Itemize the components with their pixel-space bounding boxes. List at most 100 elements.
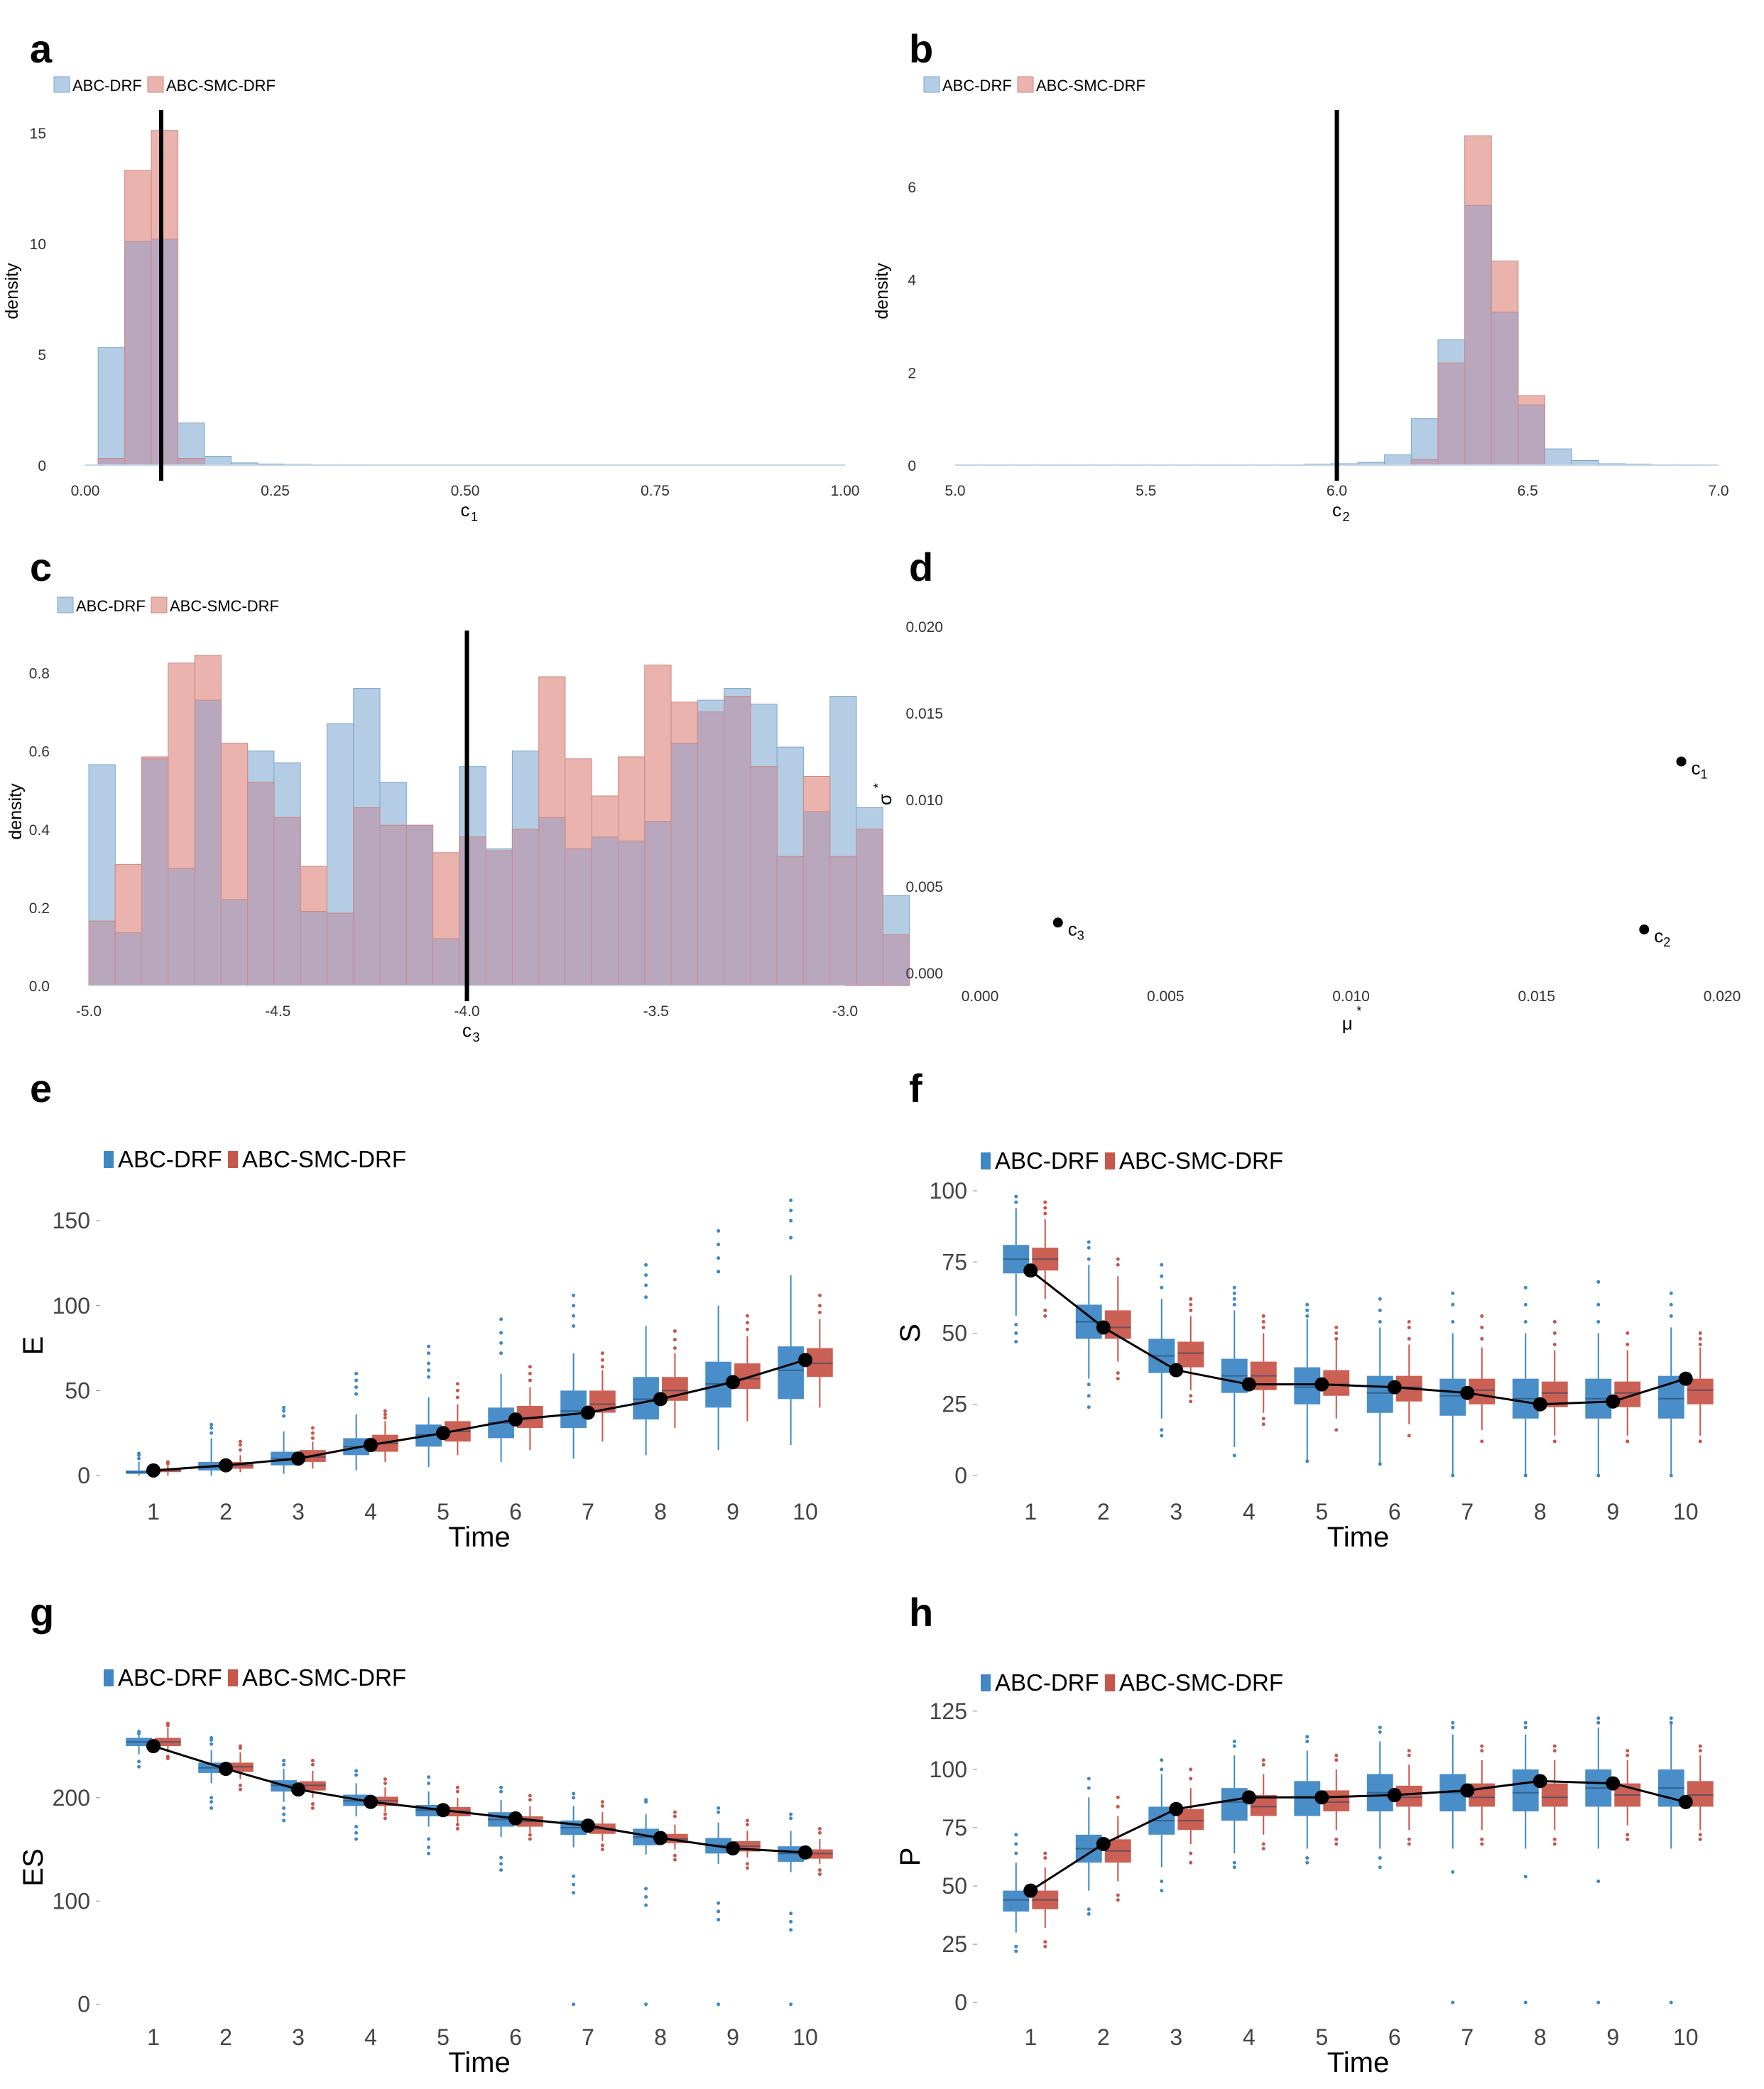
chart-c: ABC-DRF ABC-SMC-DRF -5.0 -4.5 -4.0 -3.5 -3.0 0.… [6, 596, 910, 1044]
bar-overlap [511, 829, 540, 986]
outlier-point [1305, 1735, 1310, 1739]
outlier-point [1378, 1865, 1382, 1870]
outlier-point [789, 1236, 793, 1240]
reference-point [581, 1818, 595, 1833]
bar-abc-drf [1544, 448, 1572, 466]
panel-label-d: d [909, 545, 933, 589]
bar-overlap [405, 824, 434, 986]
outlier-point [1480, 1842, 1484, 1846]
bar-overlap [247, 782, 275, 986]
outlier-point [600, 1843, 604, 1848]
outlier-point [1160, 1434, 1164, 1438]
outlier-point [1043, 1308, 1047, 1312]
bar-overlap [882, 934, 910, 986]
outlier-point [1116, 1893, 1120, 1897]
bar-abc-drf [204, 456, 232, 466]
reference-point [146, 1463, 160, 1478]
outlier-point [1698, 1744, 1702, 1748]
outlier-point [499, 1868, 503, 1872]
bar-overlap [273, 817, 301, 986]
outlier-point [310, 1758, 315, 1762]
y-tick-label: 75 [942, 1249, 967, 1275]
outlier-point [1698, 1837, 1702, 1841]
x-axis-label: c [1332, 499, 1341, 520]
outlier-point [499, 1862, 503, 1866]
outlier-point [310, 1762, 315, 1767]
outlier-point [1334, 1331, 1339, 1335]
reference-point [1241, 1377, 1256, 1392]
outlier-point [1480, 1325, 1484, 1329]
box [1541, 1783, 1568, 1807]
outlier-point [1480, 1314, 1484, 1318]
outlier-point [1334, 1837, 1339, 1841]
y-tick-label: 50 [942, 1873, 967, 1899]
outlier-point [745, 1818, 749, 1823]
legend-swatch-abc-drf [981, 1152, 991, 1169]
outlier-point [1626, 1331, 1630, 1335]
outlier-point [1698, 1749, 1702, 1753]
reference-point [653, 1392, 668, 1407]
outlier-point [644, 1798, 648, 1802]
outlier-point [455, 1826, 459, 1831]
outlier-point [1087, 1786, 1091, 1790]
outlier-point [1552, 1439, 1557, 1444]
outlier-point [310, 1431, 315, 1435]
legend-swatch-abc-drf [53, 76, 70, 93]
reference-point [1169, 1801, 1184, 1816]
x-tick-label: 1 [1024, 2024, 1037, 2050]
outlier-point [1232, 1744, 1236, 1748]
outlier-point [1407, 1837, 1411, 1841]
outlier-point [1596, 1302, 1601, 1307]
outlier-point [455, 1823, 459, 1827]
legend-swatch-abc-smc-drf [1105, 1152, 1115, 1169]
outlier-point [600, 1800, 604, 1804]
outlier-point [1116, 1257, 1120, 1261]
outlier-point [1451, 1870, 1455, 1874]
y-axis-label: P [895, 1848, 926, 1867]
outlier-point [1523, 2000, 1528, 2005]
outlier-point [1523, 1720, 1528, 1725]
outlier-point [1626, 1749, 1630, 1753]
x-tick-label: 5 [1315, 1499, 1328, 1525]
outlier-point [282, 1812, 286, 1816]
reference-point [726, 1375, 740, 1390]
y-tick-label: 0.010 [905, 792, 943, 809]
outlier-point [572, 1324, 576, 1328]
outlier-point [717, 1806, 721, 1810]
outlier-point [644, 1273, 648, 1277]
y-tick-label: 100 [930, 1757, 967, 1782]
x-tick-label: 6 [509, 1499, 522, 1525]
x-tick-label: 2 [1097, 2024, 1110, 2050]
outlier-point [1014, 1944, 1018, 1948]
outlier-point [1334, 1325, 1339, 1329]
x-tick-label: 6.5 [1518, 483, 1538, 499]
y-tick-label: 100 [930, 1178, 967, 1204]
y-tick-label: 5 [38, 347, 46, 364]
outlier-point [1552, 1837, 1557, 1841]
outlier-point [789, 2002, 793, 2007]
outlier-point [1160, 1879, 1164, 1883]
legend-label-abc-drf: ABC-DRF [76, 597, 146, 615]
point-c1 [1676, 756, 1687, 767]
y-axis-label: density [6, 783, 26, 840]
outlier-point [1261, 1847, 1265, 1851]
bar-overlap [776, 856, 804, 986]
reference-point [1314, 1790, 1329, 1805]
panel-label-f: f [909, 1066, 922, 1111]
bar-overlap [141, 758, 169, 986]
y-tick-label: 0.6 [29, 744, 50, 760]
legend-swatch-abc-smc-drf [228, 1669, 238, 1686]
legend-swatch-abc-smc-drf [151, 596, 168, 613]
x-tick-label: -4.0 [454, 1003, 479, 1020]
y-axis-label: E [18, 1336, 49, 1356]
x-tick-label: 4 [364, 2024, 377, 2050]
x-tick-label: 7 [1461, 2024, 1474, 2050]
box [1366, 1375, 1393, 1413]
outlier-point [1451, 1473, 1455, 1478]
y-tick-label: 50 [942, 1321, 967, 1346]
x-tick-label: 6 [1388, 2024, 1401, 2050]
bar-overlap [1491, 311, 1519, 466]
outlier-point [1087, 1405, 1091, 1409]
bar-overlap [124, 241, 152, 466]
outlier-point [1087, 1911, 1091, 1916]
